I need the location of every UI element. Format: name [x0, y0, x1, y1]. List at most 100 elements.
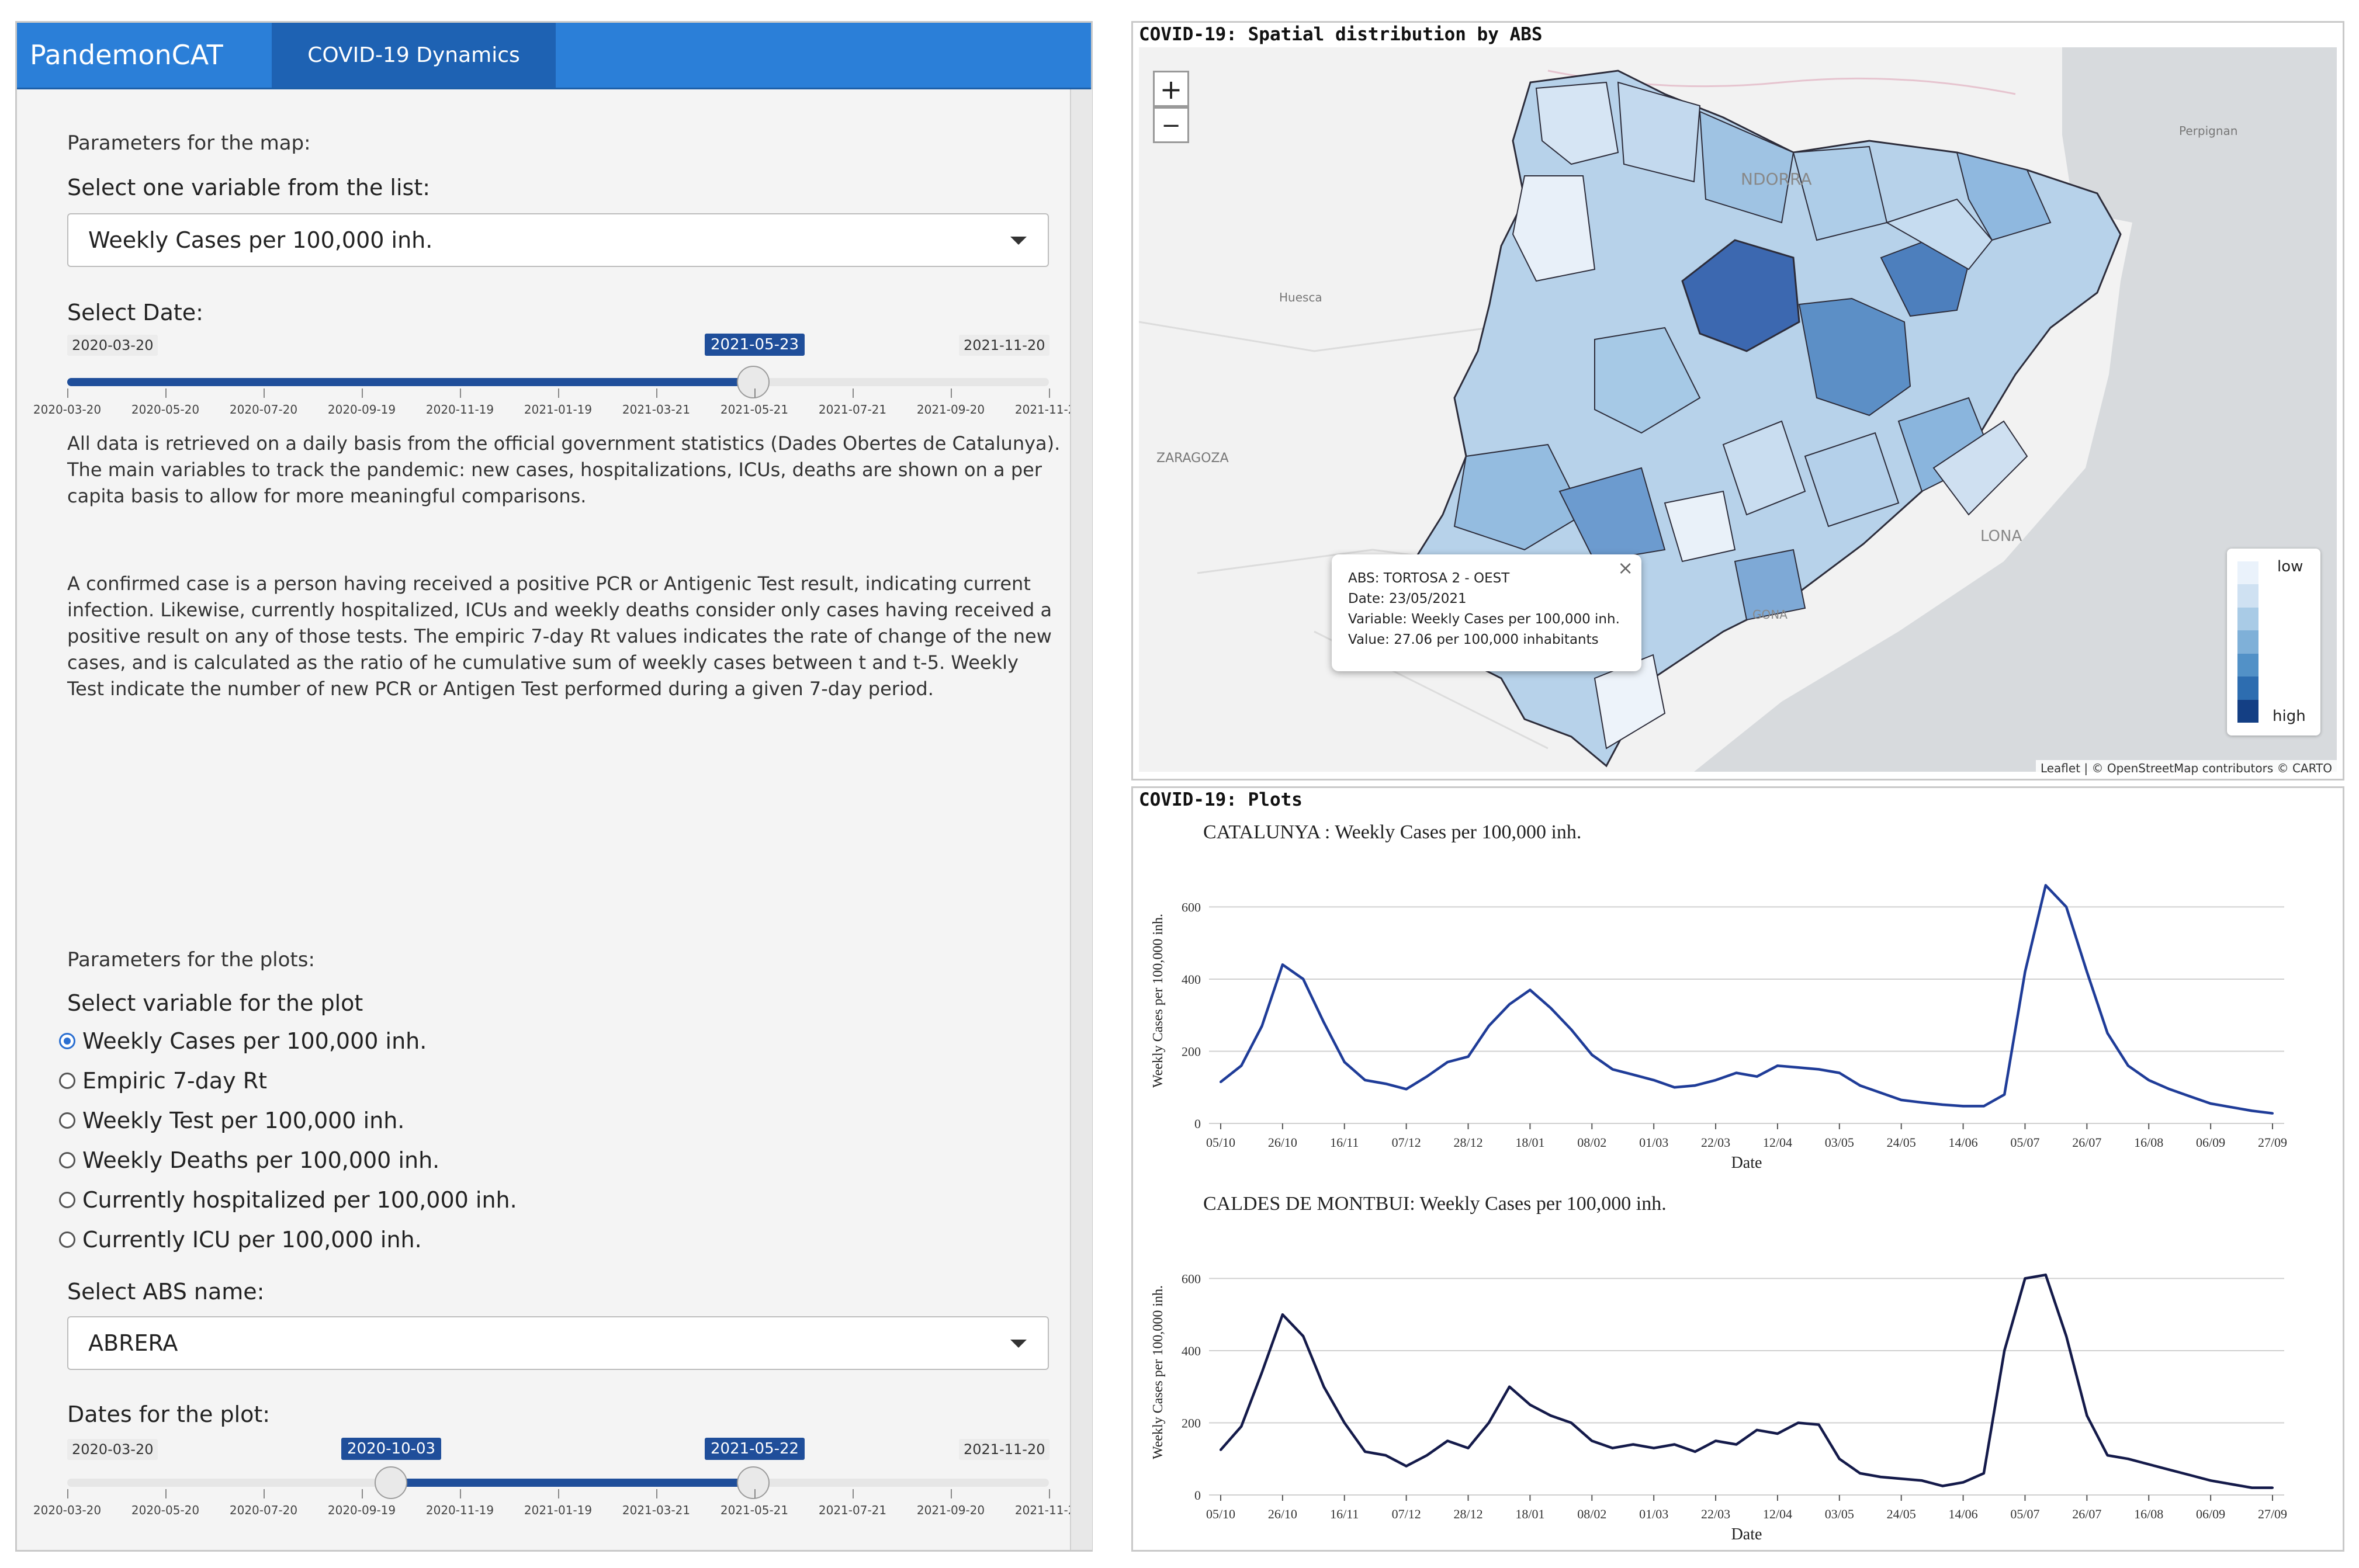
y-tick-label: 0 — [1194, 1488, 1201, 1503]
y-axis-label: Weekly Cases per 100,000 inh. — [1151, 914, 1166, 1088]
close-icon[interactable]: × — [1617, 557, 1633, 579]
data-point — [2271, 1112, 2274, 1115]
map-variable-select[interactable]: Weekly Cases per 100,000 inh. — [67, 213, 1049, 267]
y-tick-label: 600 — [1182, 900, 1201, 914]
x-tick-label: 05/07 — [2010, 1135, 2039, 1150]
data-point — [2168, 1088, 2171, 1091]
data-point — [1859, 1084, 1862, 1087]
abs-select[interactable]: ABRERA — [67, 1316, 1049, 1370]
chart-title: CATALUNYA : Weekly Cases per 100,000 inh… — [1203, 821, 1581, 843]
x-tick-label: 26/07 — [2072, 1135, 2101, 1150]
slider-track[interactable] — [67, 1479, 1049, 1487]
x-tick-label: 24/05 — [1887, 1135, 1916, 1150]
data-point — [2086, 1414, 2088, 1417]
data-point — [1529, 1403, 1532, 1406]
data-point — [2188, 1474, 2191, 1477]
radio-label: Weekly Test per 100,000 inh. — [82, 1108, 405, 1133]
radio-label: Weekly Cases per 100,000 inh. — [82, 1028, 427, 1054]
data-point — [1817, 1423, 1820, 1426]
place-label: GONA — [1752, 608, 1788, 622]
data-point — [1446, 1439, 1449, 1442]
radio-option[interactable]: Currently hospitalized per 100,000 inh. — [59, 1185, 517, 1215]
y-tick-label: 200 — [1182, 1416, 1201, 1430]
slider-tick — [558, 1489, 559, 1498]
x-tick-label: 06/09 — [2196, 1135, 2225, 1150]
radio-option[interactable]: Weekly Cases per 100,000 inh. — [59, 1026, 427, 1056]
data-point — [2086, 970, 2088, 973]
tab-covid-dynamics[interactable]: COVID-19 Dynamics — [272, 23, 556, 88]
data-point — [2188, 1095, 2191, 1098]
chart-catalunya: CATALUNYA : Weekly Cases per 100,000 inh… — [1151, 821, 2287, 1170]
slider-handle-from[interactable] — [375, 1466, 407, 1499]
x-tick-label: 27/09 — [2258, 1135, 2287, 1150]
data-point — [1653, 1446, 1655, 1449]
data-point — [2024, 970, 2027, 973]
radio-option[interactable]: Weekly Test per 100,000 inh. — [59, 1106, 405, 1135]
data-point — [2250, 1486, 2253, 1489]
zoom-out-button[interactable]: − — [1153, 107, 1189, 143]
data-point — [1425, 1454, 1428, 1457]
radio-button[interactable] — [59, 1033, 75, 1049]
data-point — [1281, 1313, 1284, 1316]
y-axis-label: Weekly Cases per 100,000 inh. — [1151, 1285, 1166, 1459]
x-tick-label: 14/06 — [1949, 1135, 1978, 1150]
x-axis-label: Date — [1731, 1525, 1762, 1542]
slider-handle-to[interactable] — [737, 1466, 770, 1499]
data-point — [1570, 1028, 1572, 1031]
data-point — [1900, 1477, 1903, 1480]
radio-option[interactable]: Empiric 7-day Rt — [59, 1066, 267, 1095]
data-point — [1776, 1064, 1779, 1067]
data-point — [1776, 1432, 1779, 1435]
slider-tick-label: 2020-05-20 — [131, 403, 200, 417]
slider-tick-label: 2020-03-20 — [33, 403, 102, 417]
data-point — [1879, 1091, 1882, 1094]
legend-swatch — [2237, 561, 2258, 585]
brand-title[interactable]: PandemonCAT — [30, 39, 223, 71]
data-point — [1817, 1068, 1820, 1071]
map[interactable]: NDORRA Huesca ZARAGOZA Perpignan LONA GO… — [1139, 47, 2337, 772]
map-attribution[interactable]: Leaflet | © OpenStreetMap contributors ©… — [2035, 760, 2337, 776]
radio-option[interactable]: Weekly Deaths per 100,000 inh. — [59, 1146, 439, 1175]
slider-fill — [392, 1479, 753, 1487]
x-tick-label: 07/12 — [1392, 1135, 1421, 1150]
data-point — [2065, 1335, 2068, 1338]
slider-min-label: 2020-03-20 — [67, 335, 158, 356]
data-point — [1508, 1003, 1511, 1006]
zoom-in-button[interactable]: + — [1153, 71, 1189, 107]
data-point — [2106, 1032, 2109, 1035]
data-point — [1220, 1080, 1222, 1083]
radio-button[interactable] — [59, 1231, 75, 1248]
legend-low-label: low — [2277, 558, 2303, 575]
x-tick-label: 27/09 — [2258, 1507, 2287, 1521]
radio-button[interactable] — [59, 1152, 75, 1168]
data-point — [1529, 988, 1532, 991]
data-point — [1653, 1078, 1655, 1081]
x-tick-label: 05/07 — [2010, 1507, 2039, 1521]
x-tick-label: 28/12 — [1453, 1135, 1482, 1150]
plot-dates-label: Dates for the plot: — [67, 1402, 271, 1427]
slider-tick — [853, 1489, 854, 1498]
data-point — [1467, 1446, 1470, 1449]
info-paragraph-2: A confirmed case is a person having rece… — [67, 573, 1052, 700]
slider-track[interactable] — [67, 378, 1049, 386]
slider-tick — [754, 1489, 756, 1498]
data-point — [2003, 1093, 2006, 1096]
data-point — [1220, 1448, 1222, 1451]
slider-handle[interactable] — [737, 366, 770, 398]
data-point — [1611, 1068, 1614, 1071]
radio-button[interactable] — [59, 1073, 75, 1089]
slider-tick-label: 2020-09-19 — [327, 403, 396, 417]
data-point — [2230, 1483, 2233, 1486]
legend-color-bar — [2237, 561, 2258, 723]
slider-tick — [362, 388, 363, 398]
scrollbar[interactable] — [1070, 89, 1092, 1550]
x-tick-label: 18/01 — [1515, 1507, 1544, 1521]
radio-option[interactable]: Currently ICU per 100,000 inh. — [59, 1225, 422, 1254]
x-tick-label: 22/03 — [1701, 1135, 1730, 1150]
slider-tick-label: 2021-09-20 — [916, 403, 985, 417]
radio-button[interactable] — [59, 1192, 75, 1208]
slider-tick-label: 2021-03-21 — [622, 1503, 691, 1517]
y-tick-label: 400 — [1182, 1344, 1201, 1358]
data-point — [1879, 1476, 1882, 1479]
radio-button[interactable] — [59, 1112, 75, 1129]
